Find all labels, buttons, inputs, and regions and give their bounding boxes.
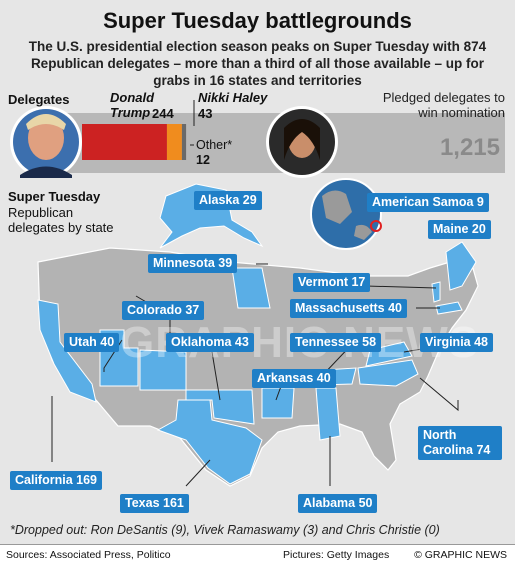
haley-bar xyxy=(166,124,182,160)
pictures-credit: Pictures: Getty Images xyxy=(283,549,390,561)
sources: Sources: Associated Press, Politico xyxy=(6,549,171,561)
delegates-heading: Delegates xyxy=(8,92,70,107)
label-arkansas: Arkansas 40 xyxy=(252,369,336,388)
label-alabama: Alabama 50 xyxy=(298,494,378,513)
label-oklahoma: Oklahoma 43 xyxy=(166,333,254,352)
state-oklahoma xyxy=(185,389,255,425)
state-maine xyxy=(445,241,477,291)
map-subheading: Republican delegates by state xyxy=(8,205,114,235)
state-vermont xyxy=(431,281,441,303)
label-utah: Utah 40 xyxy=(64,333,120,352)
globe-inset xyxy=(310,178,382,250)
trump-count: 244 xyxy=(152,106,174,121)
pledged-delegates-label: Pledged delegates to win nomination xyxy=(382,90,505,120)
haley-count: 43 xyxy=(198,106,213,121)
trump-bar xyxy=(82,124,167,160)
label-minnesota: Minnesota 39 xyxy=(148,254,238,273)
state-texas xyxy=(156,399,263,485)
haley-photo xyxy=(266,106,338,178)
label-colorado: Colorado 37 xyxy=(122,301,205,320)
other-bar xyxy=(181,124,187,160)
state-massachusetts xyxy=(435,301,463,315)
label-vermont: Vermont 17 xyxy=(293,273,371,292)
label-massachusetts: Massachusetts 40 xyxy=(290,299,408,318)
nomination-total: 1,215 xyxy=(439,134,500,161)
label-american-samoa: American Samoa 9 xyxy=(367,193,489,212)
label-virginia: Virginia 48 xyxy=(420,333,493,352)
label-north-carolina: North Carolina 74 xyxy=(418,426,502,460)
label-california: California 169 xyxy=(10,471,102,490)
page-title: Super Tuesday battlegrounds xyxy=(103,8,412,33)
label-maine: Maine 20 xyxy=(428,220,491,239)
delegate-bar-graphic xyxy=(10,100,505,178)
page-subtitle: The U.S. presidential election season pe… xyxy=(28,39,487,88)
trump-photo xyxy=(10,106,82,178)
state-north-carolina xyxy=(357,359,419,387)
state-alabama xyxy=(315,387,341,441)
footnote: *Dropped out: Ron DeSantis (9), Vivek Ra… xyxy=(10,523,440,537)
state-california xyxy=(37,299,97,403)
other-count: 12 xyxy=(196,153,210,167)
copyright: © GRAPHIC NEWS xyxy=(414,549,507,561)
state-minnesota xyxy=(231,267,271,309)
label-texas: Texas 161 xyxy=(120,494,189,513)
map-heading: Super Tuesday xyxy=(8,189,101,204)
trump-name: Donald Trump xyxy=(110,90,155,120)
state-arkansas xyxy=(261,387,295,419)
label-alaska: Alaska 29 xyxy=(194,191,262,210)
footer: Sources: Associated Press, Politico Pict… xyxy=(0,544,515,564)
state-virginia xyxy=(365,341,413,367)
haley-name: Nikki Haley xyxy=(198,90,268,105)
other-name: Other* xyxy=(196,138,233,152)
label-tennessee: Tennessee 58 xyxy=(290,333,382,352)
